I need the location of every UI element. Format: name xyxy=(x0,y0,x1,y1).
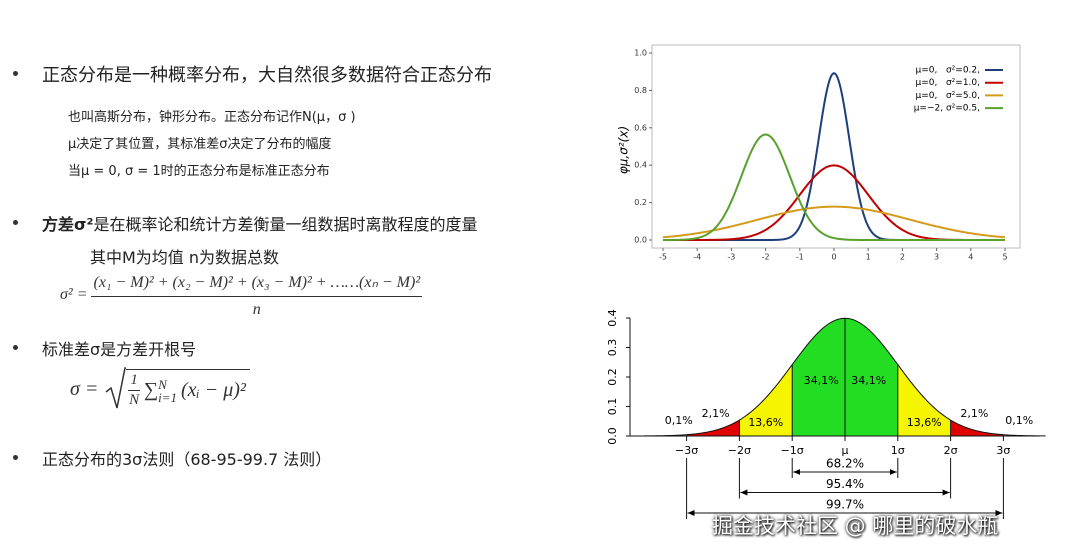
x-tick-label: −3σ xyxy=(675,444,698,457)
y-tick-label: 0.6 xyxy=(634,123,647,132)
y-tick-label: 0.0 xyxy=(634,236,647,245)
bullet-text: 标准差σ是方差开根号 xyxy=(42,340,197,359)
x-tick-label: -1 xyxy=(796,253,804,262)
region-label: 34,1% xyxy=(804,374,839,387)
curve xyxy=(644,317,1046,437)
y-tick-label: 0.4 xyxy=(606,309,619,327)
note: 也叫高斯分布，钟形分布。正态分布记作N(μ，σ ) xyxy=(68,110,356,125)
numerator: 1 xyxy=(128,372,140,391)
bullet xyxy=(13,455,18,460)
curve xyxy=(662,133,1005,241)
x-tick-label: 5 xyxy=(1002,253,1007,262)
x-tick-label: 1σ xyxy=(891,444,905,457)
denominator: N xyxy=(129,392,140,408)
note: 当μ = 0, σ = 1时的正态分布是标准正态分布 xyxy=(68,164,330,179)
bullet-line: 方差σ²是在概率论和统计方差衡量一组数据时离散程度的度量 xyxy=(42,211,478,235)
note: 其中M为均值 n为数据总数 xyxy=(90,248,280,267)
bullet xyxy=(13,345,18,350)
region xyxy=(686,420,740,436)
formula-body: (xᵢ − μ)² xyxy=(181,379,246,401)
y-tick-label: 0.1 xyxy=(606,398,619,416)
x-tick-label: 4 xyxy=(968,253,973,262)
bullet xyxy=(13,220,18,225)
legend-label: μ=0, σ²=5.0, xyxy=(916,91,980,101)
x-tick-label: -4 xyxy=(693,253,701,262)
sum-bottom: i=1 xyxy=(158,389,178,405)
fraction: (x₁ − M)² + (x₂ − M)² + (x₃ − M)² + ……(x… xyxy=(91,272,423,319)
y-tick-label: 0.4 xyxy=(634,161,647,170)
region xyxy=(950,420,1004,436)
x-tick-label: -5 xyxy=(659,253,667,262)
note: μ决定了其位置，其标准差σ决定了分布的幅度 xyxy=(68,137,332,152)
x-tick-label: -3 xyxy=(727,253,735,262)
y-tick-label: 0.0 xyxy=(606,427,619,445)
y-tick-label: 0.8 xyxy=(634,86,647,95)
numerator: (x₁ − M)² + (x₂ − M)² + (x₃ − M)² + ……(x… xyxy=(91,272,423,297)
region-label: 13,6% xyxy=(748,416,783,429)
x-tick-label: −1σ xyxy=(781,444,804,457)
x-tick-label: 3σ xyxy=(996,444,1010,457)
range-label: 99.7% xyxy=(826,498,864,512)
curve xyxy=(662,205,1006,239)
bullet-text: 正态分布是一种概率分布，大自然很多数据符合正态分布 xyxy=(42,65,492,86)
y-tick-label: 0.2 xyxy=(634,198,647,207)
sum-top: N xyxy=(158,376,167,392)
y-axis-label: φμ,σ²(x) xyxy=(617,126,631,174)
y-tick-label: 1.0 xyxy=(634,49,647,58)
denominator: n xyxy=(252,301,261,318)
region-label: 2,1% xyxy=(960,407,988,420)
region-label: 13,6% xyxy=(907,416,942,429)
y-tick-label: 0.2 xyxy=(606,368,619,386)
x-tick-label: 1 xyxy=(866,253,871,262)
bold-term: 方差σ² xyxy=(42,215,94,234)
plot-frame xyxy=(651,44,1021,249)
x-tick-label: -2 xyxy=(762,253,770,262)
formula-lhs: σ = xyxy=(70,377,99,400)
legend-label: μ=−2, σ²=0.5, xyxy=(914,104,980,114)
range-label: 95.4% xyxy=(826,477,864,491)
y-tick-label: 0.3 xyxy=(606,339,619,357)
x-tick-label: 2σ xyxy=(944,444,958,457)
bullet-text: 正态分布的3σ法则（68-95-99.7 法则） xyxy=(42,450,332,469)
radical xyxy=(105,367,127,409)
bullet-text: 是在概率论和统计方差衡量一组数据时离散程度的度量 xyxy=(93,215,478,234)
x-tick-label: −2σ xyxy=(728,444,751,457)
legend-label: μ=0, σ²=1.0, xyxy=(916,78,980,88)
formula-lhs: σ² = xyxy=(60,286,88,304)
bullet xyxy=(13,71,18,76)
x-tick-label: 0 xyxy=(831,253,836,262)
region-label: 0,1% xyxy=(1005,414,1033,427)
x-tick-label: 2 xyxy=(900,253,905,262)
region-label: 0,1% xyxy=(665,414,693,427)
variance-formula: σ² = (x₁ − M)² + (x₂ − M)² + (x₃ − M)² +… xyxy=(60,272,423,319)
legend-label: μ=0, σ²=0.2, xyxy=(916,66,980,76)
watermark: 掘金技术社区 @ 哪里的破水瓶 xyxy=(712,514,999,538)
region-label: 34,1% xyxy=(851,374,886,387)
region-label: 2,1% xyxy=(702,407,730,420)
x-tick-label: μ xyxy=(842,444,849,457)
range-label: 68.2% xyxy=(826,457,864,471)
sum-sign: ∑ xyxy=(143,379,159,401)
x-tick-label: 3 xyxy=(934,253,939,262)
